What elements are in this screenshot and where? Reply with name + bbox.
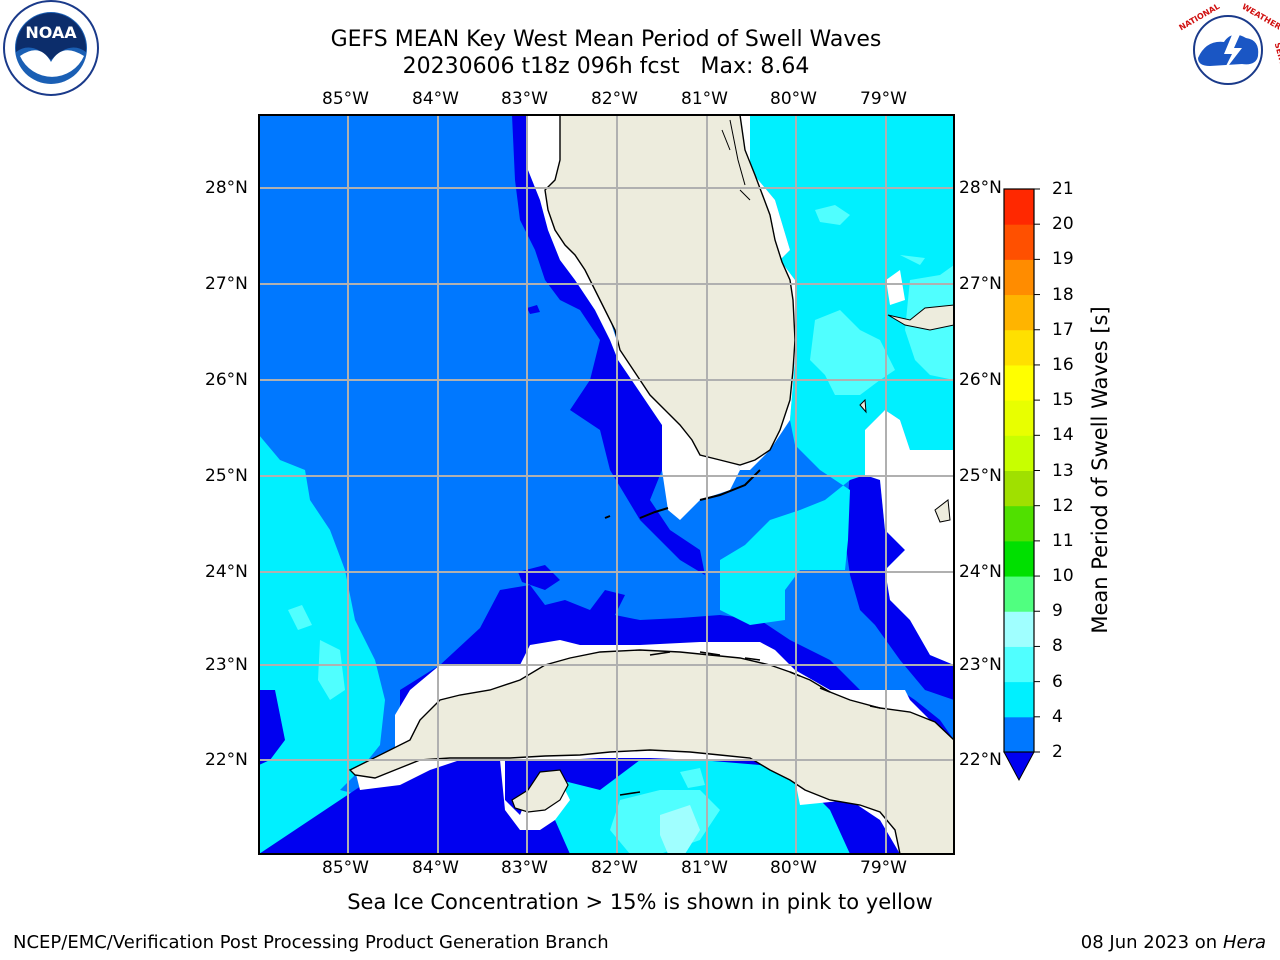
colorbar-tick-label: 4: [1052, 706, 1063, 727]
lon-label-top-83w: 83°W: [501, 89, 548, 109]
swell-band-0-2-florida-shelf: [512, 115, 705, 575]
lat-label-right-26n: 26°N: [959, 370, 1002, 390]
map-graticule: [259, 115, 954, 854]
lon-label-top-81w: 81°W: [681, 89, 728, 109]
lat-label-left-24n: 24°N: [205, 562, 248, 582]
lon-label-top-85w: 85°W: [322, 89, 369, 109]
colorbar-title: Mean Period of Swell Waves [s]: [1088, 306, 1112, 634]
colorbar-segment: [1004, 716, 1034, 753]
colorbar-segment: [1004, 576, 1034, 612]
colorbar-segment: [1004, 364, 1034, 401]
swell-band-0-2-east: [845, 470, 954, 700]
lat-label-left-22n: 22°N: [205, 750, 248, 770]
map-plot-area: [259, 115, 954, 854]
colorbar-tick-label: 8: [1052, 636, 1063, 657]
lon-label-bottom-81w: 81°W: [681, 858, 728, 878]
florida-keys: [604, 469, 761, 519]
colorbar-segment: [1004, 470, 1034, 507]
colorbar-segment: [1004, 259, 1034, 296]
colorbar-tick-label: 6: [1052, 671, 1063, 692]
colorbar-tick-label: 19: [1052, 249, 1074, 270]
florida-east-coast-detail: [721, 119, 751, 201]
colorbar-tick-label: 18: [1052, 284, 1074, 305]
colorbar-segment: [1004, 224, 1034, 260]
sea-ice-note: Sea Ice Concentration > 15% is shown in …: [347, 890, 933, 914]
lat-label-right-28n: 28°N: [959, 178, 1002, 198]
colorbar-tick-label: 14: [1052, 425, 1074, 446]
colorbar-tick-label: 21: [1052, 179, 1074, 199]
colorbar-tick-label: 13: [1052, 460, 1074, 481]
colorbar: [1003, 188, 1040, 782]
lat-label-right-23n: 23°N: [959, 655, 1002, 675]
colorbar-tick-label: 2: [1052, 742, 1063, 762]
lon-label-bottom-84w: 84°W: [412, 858, 459, 878]
lat-label-left-28n: 28°N: [205, 178, 248, 198]
lon-label-bottom-85w: 85°W: [322, 858, 369, 878]
noaa-logo-text: NOAA: [25, 23, 77, 42]
lon-label-top-82w: 82°W: [591, 89, 638, 109]
colorbar-segment: [1004, 435, 1034, 471]
colorbar-segment: [1004, 294, 1034, 331]
colorbar-segment: [1004, 400, 1034, 436]
lon-label-bottom-80w: 80°W: [770, 858, 817, 878]
colorbar-tick-label: 9: [1052, 601, 1063, 622]
colorbar-segment: [1004, 540, 1034, 577]
lat-label-right-22n: 22°N: [959, 750, 1002, 770]
lon-label-bottom-79w: 79°W: [860, 858, 907, 878]
colorbar-segment: [1004, 329, 1034, 366]
lat-label-right-24n: 24°N: [959, 562, 1002, 582]
footer-date: 08 Jun 2023 on Hera: [1081, 932, 1266, 953]
lat-label-right-25n: 25°N: [959, 466, 1002, 486]
colorbar-tick-label: 16: [1052, 354, 1074, 375]
colorbar-segment: [1004, 611, 1034, 647]
lon-label-top-84w: 84°W: [412, 89, 459, 109]
colorbar-tick-label: 20: [1052, 214, 1074, 235]
swell-band-6-8-east: [810, 205, 954, 395]
lon-label-bottom-82w: 82°W: [591, 858, 638, 878]
footer-host: Hera: [1222, 932, 1266, 953]
land-florida: [544, 115, 796, 466]
chart-title-line1: GEFS MEAN Key West Mean Period of Swell …: [330, 27, 882, 52]
colorbar-tick-label: 17: [1052, 319, 1074, 340]
shallow-mask-bahamas: [865, 270, 954, 665]
swell-band-4-6-west: [259, 435, 540, 854]
lat-label-left-25n: 25°N: [205, 466, 248, 486]
lon-label-top-80w: 80°W: [770, 89, 817, 109]
colorbar-under-triangle: [1003, 751, 1035, 782]
colorbar-tick-label: 15: [1052, 390, 1074, 411]
colorbar-tick-label: 10: [1052, 566, 1074, 587]
land-cuba: [348, 649, 954, 854]
colorbar-segment: [1004, 189, 1034, 225]
lat-label-left-26n: 26°N: [205, 370, 248, 390]
swell-band-0-2-dot: [527, 305, 540, 314]
colorbar-tick-label: 12: [1052, 495, 1074, 516]
colorbar-segment: [1004, 505, 1034, 542]
lat-label-left-27n: 27°N: [205, 274, 248, 294]
colorbar-tick-label: 11: [1052, 530, 1074, 551]
colorbar-segment: [1004, 681, 1034, 718]
colorbar-segment: [1004, 646, 1034, 683]
lon-label-bottom-83w: 83°W: [501, 858, 548, 878]
swell-band-0-2-sw: [259, 690, 285, 765]
chart-title-line2: 20230606 t18z 096h fcst Max: 8.64: [402, 54, 810, 79]
bahamas-coast: [859, 304, 954, 523]
footer-branch: NCEP/EMC/Verification Post Processing Pr…: [13, 932, 609, 953]
nws-logo: NATIONAL WEATHER SERVICE: [1177, 2, 1280, 97]
map-frame: [258, 114, 955, 855]
swell-band-8-9-south: [660, 805, 700, 854]
lat-label-left-23n: 23°N: [205, 655, 248, 675]
footer-date-text: 08 Jun 2023 on: [1080, 932, 1218, 953]
lon-label-top-79w: 79°W: [860, 89, 907, 109]
noaa-logo: NOAA: [3, 0, 99, 96]
swell-band-6-8-west: [288, 605, 470, 854]
shallow-mask-florida: [528, 115, 740, 520]
lat-label-right-27n: 27°N: [959, 274, 1002, 294]
